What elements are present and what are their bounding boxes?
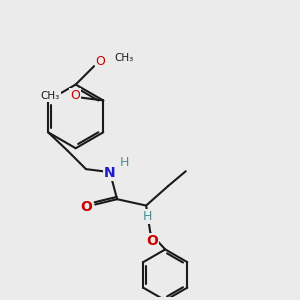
Text: CH₃: CH₃: [115, 53, 134, 63]
Text: N: N: [104, 166, 116, 180]
Text: O: O: [70, 89, 80, 102]
Text: H: H: [119, 156, 129, 169]
Text: H: H: [143, 210, 152, 223]
Text: O: O: [95, 56, 105, 68]
Text: CH₃: CH₃: [41, 91, 60, 101]
Text: O: O: [146, 234, 158, 248]
Text: O: O: [80, 200, 92, 214]
